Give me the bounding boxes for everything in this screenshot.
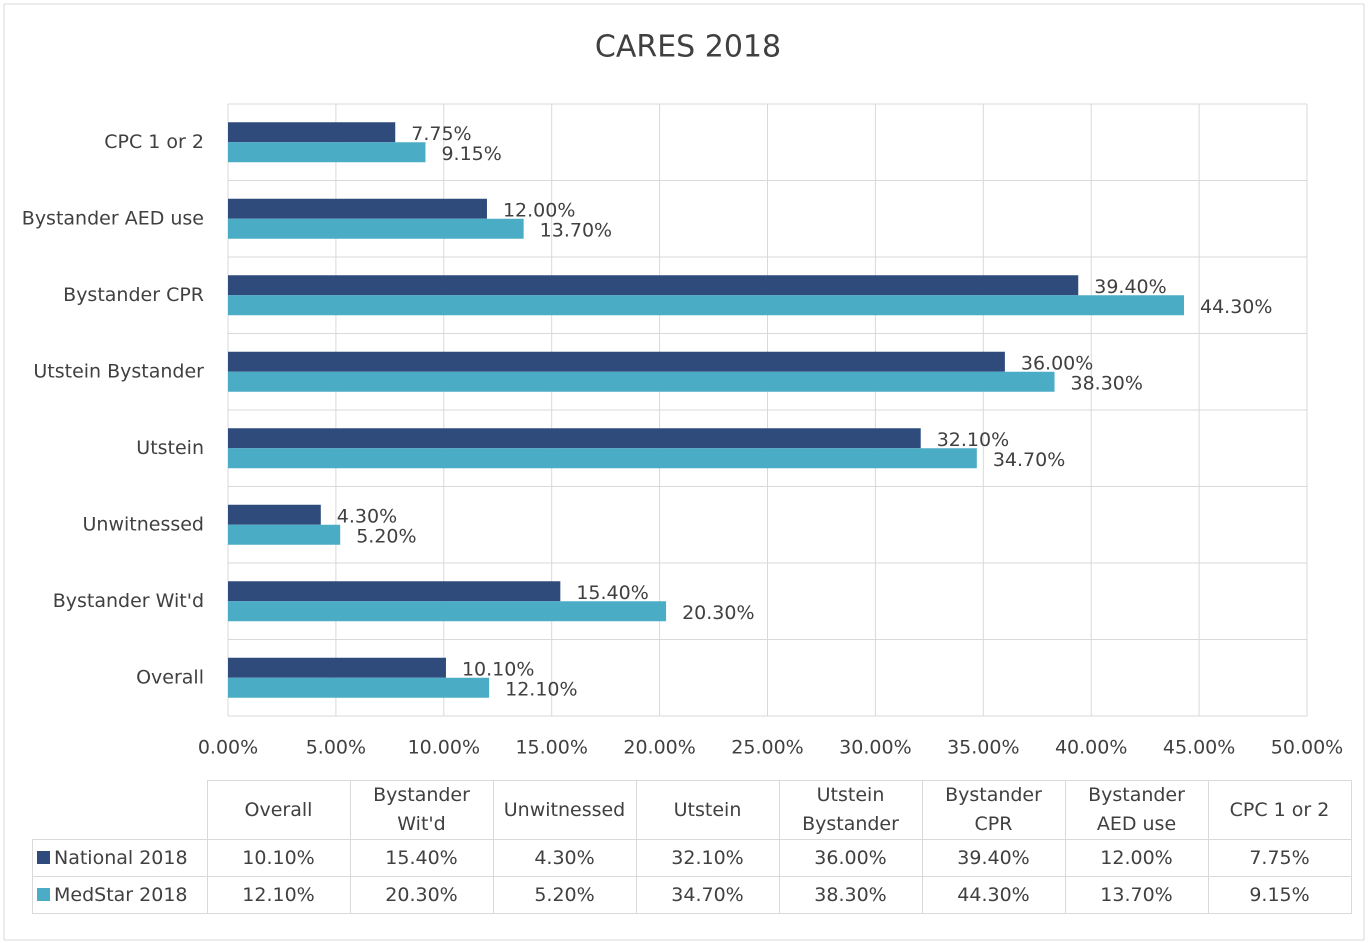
- data-label: 9.15%: [441, 143, 501, 165]
- table-cell: 39.40%: [921, 839, 1066, 877]
- chart-border: [3, 3, 1365, 941]
- bar: [228, 581, 561, 602]
- table-header: Bystander Wit'd: [349, 780, 494, 840]
- table-header: CPC 1 or 2: [1207, 780, 1352, 840]
- table-header: Utstein Bystander: [778, 780, 923, 840]
- table-cell: 9.15%: [1207, 876, 1352, 914]
- x-tick-label: 5.00%: [306, 737, 366, 759]
- data-label: 38.30%: [1071, 372, 1143, 394]
- data-label: 32.10%: [937, 429, 1009, 451]
- table-header-row: Overall Bystander Wit'd Unwitnessed Utstein…: [32, 780, 1352, 840]
- data-label: 36.00%: [1021, 352, 1093, 374]
- data-label: 39.40%: [1094, 276, 1166, 298]
- table-row: National 2018 10.10% 15.40% 4.30% 32.10% 36.0…: [32, 839, 1352, 877]
- data-label: 20.30%: [682, 602, 754, 624]
- table-cell: 32.10%: [635, 839, 780, 877]
- table-cell: 20.30%: [349, 876, 494, 914]
- bar: [228, 601, 667, 622]
- bar: [228, 142, 426, 163]
- y-tick-label: Bystander Wit'd: [53, 590, 204, 612]
- y-tick-label: Bystander AED use: [22, 207, 204, 229]
- chart-title: CARES 2018: [595, 30, 781, 65]
- data-label: 13.70%: [540, 219, 612, 241]
- table-cell: 15.40%: [349, 839, 494, 877]
- table-cell: 4.30%: [492, 839, 637, 877]
- table-header: Bystander CPR: [921, 780, 1066, 840]
- table-cell: 34.70%: [635, 876, 780, 914]
- x-tick-label: 20.00%: [623, 737, 695, 759]
- data-label: 15.40%: [576, 582, 648, 604]
- bar: [228, 275, 1079, 296]
- data-label: 44.30%: [1200, 296, 1272, 318]
- table-cell: 10.10%: [206, 839, 351, 877]
- data-label: 4.30%: [337, 505, 397, 527]
- table-cell: 12.00%: [1064, 839, 1209, 877]
- legend-entry: National 2018: [32, 839, 208, 877]
- data-table: Overall Bystander Wit'd Unwitnessed Utstein…: [32, 780, 1352, 914]
- x-tick-label: 50.00%: [1271, 737, 1343, 759]
- data-label: 10.10%: [462, 658, 534, 680]
- bar: [228, 428, 921, 449]
- x-tick-label: 10.00%: [408, 737, 480, 759]
- table-cell: 38.30%: [778, 876, 923, 914]
- x-tick-label: 35.00%: [947, 737, 1019, 759]
- bar: [228, 198, 487, 219]
- data-label: 12.10%: [505, 678, 577, 700]
- legend-swatch: [37, 850, 50, 864]
- y-tick-label: Utstein Bystander: [33, 360, 204, 382]
- y-tick-label: CPC 1 or 2: [104, 131, 204, 153]
- data-label: 5.20%: [356, 525, 416, 547]
- x-tick-label: 45.00%: [1163, 737, 1235, 759]
- bar: [228, 371, 1055, 392]
- bar: [228, 351, 1005, 372]
- bar: [228, 657, 446, 678]
- bar: [228, 295, 1184, 316]
- table-row: MedStar 2018 12.10% 20.30% 5.20% 34.70% 38.30…: [32, 876, 1352, 914]
- legend-label: MedStar 2018: [54, 883, 188, 906]
- legend-label: National 2018: [54, 846, 188, 869]
- data-label: 34.70%: [993, 449, 1065, 471]
- bar: [228, 504, 321, 525]
- y-tick-label: Overall: [136, 666, 204, 688]
- bar: [228, 524, 341, 545]
- x-tick-label: 40.00%: [1055, 737, 1127, 759]
- bar: [228, 677, 490, 698]
- table-cell: 36.00%: [778, 839, 923, 877]
- data-label: 12.00%: [503, 199, 575, 221]
- legend-swatch: [37, 887, 50, 901]
- y-tick-label: Bystander CPR: [63, 284, 204, 306]
- table-header: Bystander AED use: [1064, 780, 1209, 840]
- data-label: 7.75%: [411, 123, 471, 145]
- x-tick-label: 15.00%: [515, 737, 587, 759]
- table-cell: 5.20%: [492, 876, 637, 914]
- x-tick-label: 0.00%: [198, 737, 258, 759]
- table-cell: 13.70%: [1064, 876, 1209, 914]
- bar: [228, 448, 977, 469]
- bar: [228, 122, 396, 143]
- table-corner: [32, 780, 208, 840]
- legend-entry: MedStar 2018: [32, 876, 208, 914]
- table-cell: 44.30%: [921, 876, 1066, 914]
- y-tick-label: Unwitnessed: [83, 513, 205, 535]
- x-tick-label: 25.00%: [731, 737, 803, 759]
- bar: [228, 218, 524, 239]
- table-header: Utstein: [635, 780, 780, 840]
- table-header: Unwitnessed: [492, 780, 637, 840]
- table-cell: 7.75%: [1207, 839, 1352, 877]
- y-tick-label: Utstein: [136, 437, 204, 459]
- x-tick-label: 30.00%: [839, 737, 911, 759]
- table-header: Overall: [206, 780, 351, 840]
- table-cell: 12.10%: [206, 876, 351, 914]
